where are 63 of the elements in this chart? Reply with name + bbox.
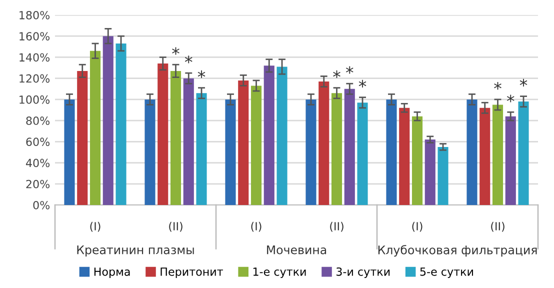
- x-tick-label: (I): [90, 222, 100, 232]
- y-tick-label: 180%: [20, 10, 50, 20]
- y-tick-label: 20%: [26, 180, 50, 188]
- y-tick-label: 140%: [20, 53, 50, 62]
- y-tick-label: 160%: [20, 32, 50, 40]
- bar: [225, 99, 236, 205]
- legend-label: 1-е сутки: [253, 268, 306, 278]
- bar: [480, 108, 490, 205]
- bar: [158, 64, 168, 205]
- legend-label: 3-и сутки: [336, 267, 390, 278]
- bar: [276, 66, 288, 205]
- y-tick-label: 80%: [26, 116, 50, 125]
- bar: [116, 44, 126, 205]
- y-tick-label: 120%: [20, 74, 50, 83]
- data-label: *: [346, 66, 354, 74]
- bar: [264, 66, 274, 205]
- y-tick-label: 100%: [20, 95, 50, 104]
- data-label: *: [198, 70, 206, 78]
- bar: [518, 102, 529, 205]
- x-tick-label: (I): [412, 222, 422, 232]
- bar: [170, 70, 182, 205]
- x-tick-label: (II): [330, 222, 344, 232]
- data-label: *: [358, 80, 366, 88]
- bar: [102, 36, 114, 205]
- bar: [492, 104, 504, 205]
- data-label: *: [333, 70, 340, 78]
- bar: [64, 99, 75, 205]
- bar: [399, 108, 410, 205]
- y-tick-label: 40%: [26, 158, 50, 168]
- data-label: *: [520, 78, 528, 86]
- bar: [183, 78, 194, 205]
- x-tick-label: (II): [491, 222, 504, 232]
- data-label: *: [494, 82, 502, 90]
- bar: [77, 70, 88, 205]
- bar: [90, 50, 101, 205]
- bar: [318, 82, 330, 205]
- x-tick-label: (I): [251, 222, 262, 232]
- bar: [331, 93, 342, 205]
- bar: [424, 140, 436, 205]
- bar: [438, 146, 448, 205]
- bar: [196, 93, 207, 205]
- text: Мочевина: [267, 245, 326, 254]
- bar: [386, 99, 397, 205]
- bar: [238, 80, 249, 205]
- bar: [306, 99, 316, 205]
- text: Креатинин плазмы: [77, 245, 194, 257]
- bar: [357, 102, 368, 205]
- legend-label: 5-е сутки: [420, 268, 473, 278]
- y-tick-label: 0%: [33, 200, 50, 210]
- text: Клубочковая фильтрация: [378, 245, 537, 257]
- x-tick-label: (II): [169, 222, 182, 232]
- bar: [250, 86, 262, 205]
- bar: [144, 99, 156, 205]
- legend-label: Норма: [94, 268, 130, 278]
- bar: [466, 99, 478, 205]
- bar: [344, 88, 355, 205]
- data-label: *: [506, 94, 514, 102]
- data-label: *: [172, 47, 180, 55]
- y-tick-label: 60%: [26, 138, 50, 146]
- bar: [505, 116, 516, 205]
- bar: [412, 116, 423, 205]
- legend-label: Перитонит: [160, 268, 223, 278]
- data-label: *: [184, 56, 192, 64]
